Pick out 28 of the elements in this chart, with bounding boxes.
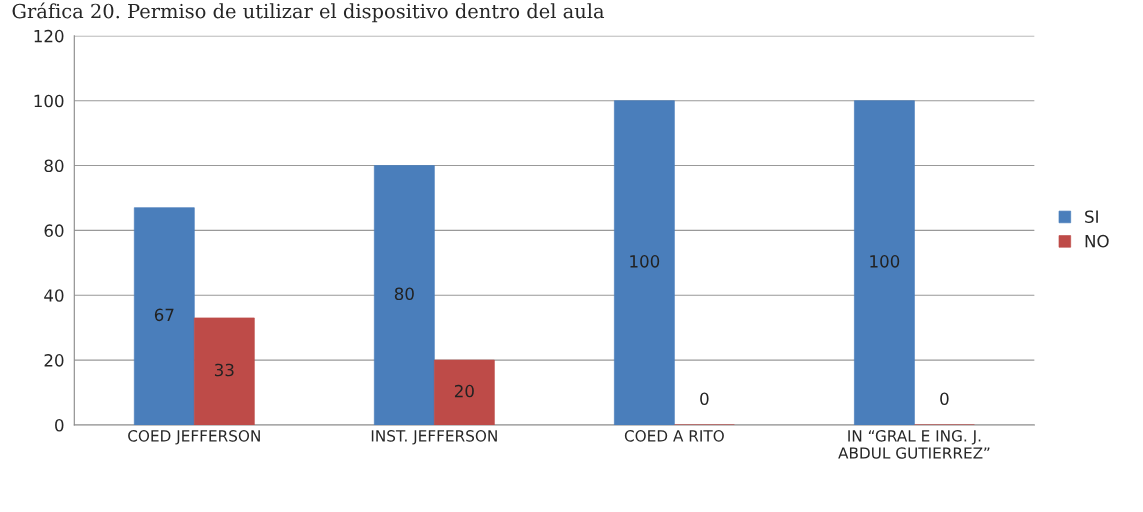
data-label: 33 <box>214 363 234 377</box>
data-label: 100 <box>870 255 900 268</box>
chart-title: Gráfica 20. Permiso de utilizar el dispositivo dentro del aula <box>12 2 605 23</box>
legend-label: NO <box>1085 234 1109 248</box>
x-tick-label: COED A RITO <box>624 430 724 442</box>
data-label: 0 <box>700 392 709 406</box>
y-tick-label: 120 <box>34 29 64 43</box>
bar <box>854 100 915 425</box>
data-label: 100 <box>630 255 660 268</box>
bar <box>614 100 675 425</box>
x-tick-label: COED JEFFERSON <box>128 430 260 445</box>
bar <box>373 165 435 425</box>
data-label: 0 <box>940 392 949 406</box>
data-label: 80 <box>394 287 414 301</box>
data-label: 67 <box>154 308 174 322</box>
legend-label: SI <box>1085 210 1098 223</box>
y-tick-label: 60 <box>44 224 64 237</box>
x-tick-label: INST. JEFFERSON <box>371 430 497 445</box>
y-tick-label: 80 <box>44 159 64 173</box>
x-tick-label: IN “GRAL E ING. J. ABDUL GUTIERREZ” <box>838 430 990 459</box>
y-tick-label: 100 <box>34 94 64 108</box>
y-tick-label: 20 <box>44 354 64 367</box>
y-tick-label: 0 <box>55 418 64 432</box>
bar <box>133 207 195 425</box>
y-tick-label: 40 <box>44 289 64 302</box>
bar <box>193 317 255 425</box>
data-label: 20 <box>454 384 474 398</box>
bar <box>433 359 495 425</box>
